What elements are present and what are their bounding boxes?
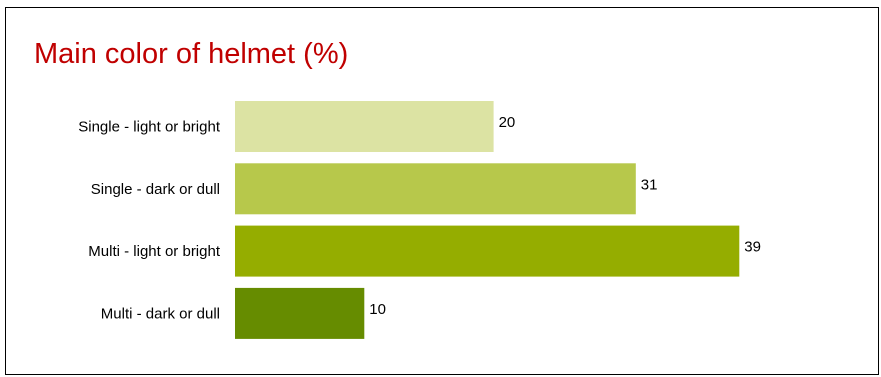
bar-3 [235, 287, 365, 339]
data-label: 39 [744, 239, 761, 256]
category-label: Single - dark or dull [91, 181, 220, 198]
data-label: 31 [641, 176, 658, 193]
category-label: Multi - dark or dull [101, 305, 220, 322]
bars-group: Single - light or bright 20 Single - dark … [78, 101, 761, 339]
data-label: 10 [369, 301, 386, 318]
chart-title: Main color of helmet (%) [34, 38, 349, 70]
bar-0 [235, 101, 494, 152]
category-label: Single - light or bright [78, 119, 221, 136]
bar-2 [235, 225, 740, 277]
data-label: 20 [499, 114, 516, 131]
bar-1 [235, 163, 636, 215]
category-label: Multi - light or bright [88, 243, 221, 260]
